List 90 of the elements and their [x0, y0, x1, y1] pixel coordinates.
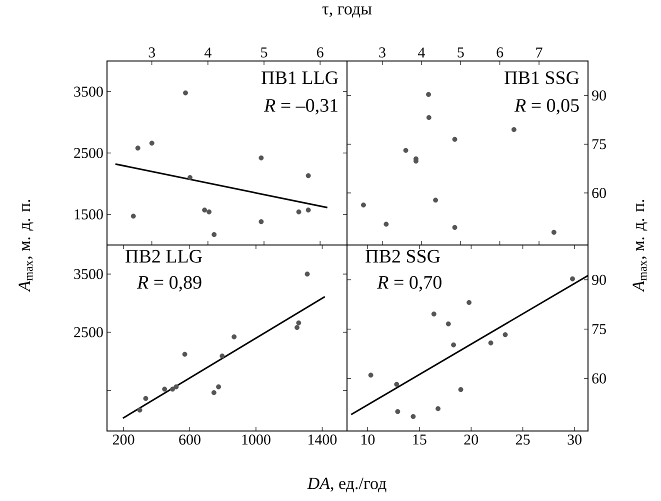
point — [232, 334, 237, 340]
point — [306, 173, 311, 178]
point — [206, 209, 212, 214]
y-tick-label: 75 — [592, 139, 606, 150]
x-axis-title: τ, годы — [322, 6, 372, 18]
point — [368, 372, 374, 378]
y-axis-title: A$_{max}$, м. д. п. — [18, 200, 34, 292]
annotation: ПВ2 SSG — [366, 250, 440, 263]
x-axis-title: DA, ед./год — [307, 478, 386, 492]
y-tick-label: 3500 — [74, 269, 103, 280]
x-tick-label: 20 — [464, 434, 478, 445]
point — [183, 90, 188, 96]
point — [502, 332, 508, 338]
point — [258, 219, 264, 224]
point — [258, 155, 264, 160]
y-axis-title: A$_{max}$, м. д. п. — [632, 200, 648, 292]
point — [452, 136, 458, 142]
y-tick-label: 2500 — [74, 327, 103, 338]
point — [431, 312, 436, 317]
point — [304, 272, 310, 277]
x-tick-label: 4 — [204, 48, 212, 58]
point — [384, 222, 389, 227]
point — [130, 214, 136, 219]
point — [410, 414, 416, 420]
annotation: R = 0,05 — [514, 99, 579, 115]
x-tick-label: 6 — [496, 47, 504, 58]
x-tick-label: 600 — [179, 434, 200, 445]
point — [426, 115, 432, 120]
y-tick-label: 60 — [592, 373, 606, 384]
point — [551, 230, 556, 235]
point — [137, 408, 142, 413]
point — [216, 384, 222, 390]
point — [426, 92, 432, 97]
point — [436, 406, 441, 412]
point — [202, 208, 208, 213]
x-tick-label: 1400 — [308, 434, 337, 445]
point — [149, 140, 154, 146]
point — [296, 320, 302, 326]
point — [135, 146, 140, 151]
annotation: ПВ2 LLG — [126, 250, 202, 263]
point — [143, 396, 148, 401]
point — [394, 382, 400, 387]
point — [403, 148, 408, 153]
y-tick-label: 90 — [592, 274, 606, 285]
y-tick-label: 60 — [592, 188, 606, 198]
x-tick-label: 3 — [379, 47, 386, 58]
annotation: ПВ1 LLG — [262, 71, 338, 84]
x-tick-label: 10 — [362, 434, 375, 445]
x-tick-label: 25 — [516, 434, 530, 445]
x-tick-label: 7 — [536, 48, 542, 58]
y-tick-label: 3500 — [74, 86, 103, 97]
y-tick-label: 2500 — [74, 148, 103, 158]
point — [162, 386, 168, 392]
annotation: ПВ1 SSG — [504, 71, 579, 84]
x-tick-label: 3 — [148, 47, 156, 58]
point — [395, 409, 400, 414]
annotation: R = 0,89 — [136, 276, 202, 292]
annotation: R = 0,70 — [377, 276, 442, 292]
x-tick-label: 6 — [316, 47, 324, 58]
point — [182, 352, 188, 357]
point — [458, 387, 464, 392]
point — [211, 390, 216, 396]
point — [306, 208, 311, 213]
point — [433, 198, 438, 203]
y-tick-label: 1500 — [74, 209, 103, 220]
point — [451, 342, 456, 348]
point — [570, 276, 575, 282]
point — [360, 202, 366, 208]
point — [488, 340, 494, 346]
x-tick-label: 30 — [568, 434, 582, 445]
point — [511, 127, 516, 132]
point — [452, 224, 458, 230]
point — [174, 384, 179, 390]
x-tick-label: 1000 — [242, 434, 270, 445]
annotation: R = –0,31 — [264, 99, 338, 115]
point — [294, 325, 300, 330]
point — [212, 232, 217, 238]
y-tick-label: 90 — [592, 90, 606, 101]
x-tick-label: 5 — [458, 48, 464, 58]
point — [187, 175, 192, 180]
point — [170, 386, 176, 392]
x-tick-label: 4 — [418, 48, 425, 58]
point — [466, 300, 472, 306]
x-tick-label: 5 — [261, 48, 268, 58]
point — [220, 354, 225, 359]
x-tick-label: 15 — [413, 434, 426, 445]
x-tick-label: 200 — [112, 434, 134, 445]
y-tick-label: 75 — [592, 324, 606, 334]
point — [446, 321, 451, 326]
point — [296, 209, 302, 214]
